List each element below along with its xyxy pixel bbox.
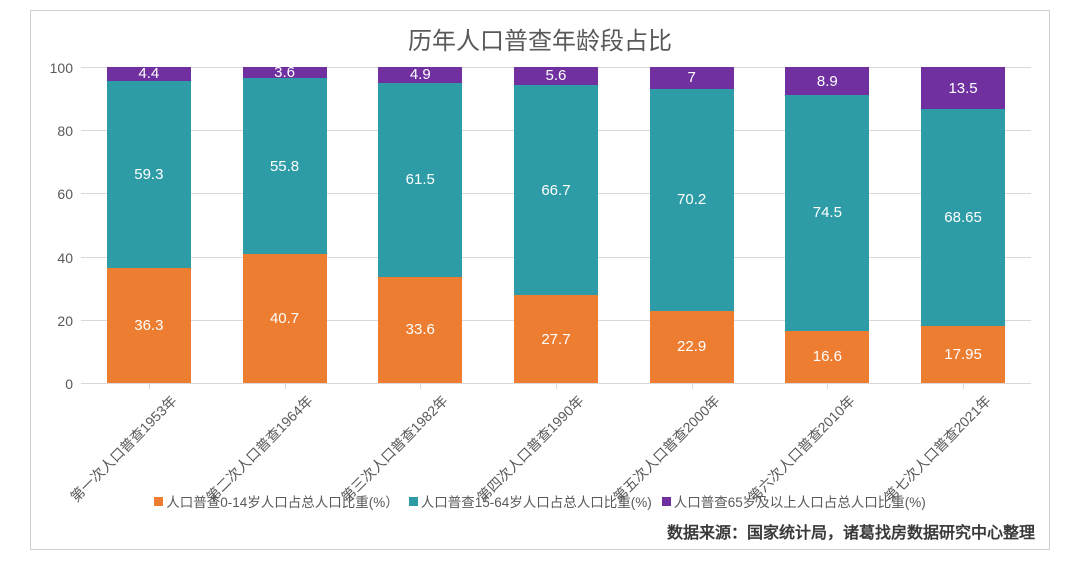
bar-segment-label: 74.5 <box>813 204 842 221</box>
x-tick <box>149 383 150 389</box>
bar-segment-label: 7 <box>687 69 695 86</box>
bar-segment: 16.6 <box>785 331 869 383</box>
bar-segment: 68.65 <box>921 109 1005 326</box>
legend-label: 人口普查0-14岁人口占总人口比重(%） <box>166 491 399 511</box>
y-tick-label: 80 <box>57 123 73 139</box>
bar-group: 17.95 68.65 13.5 <box>921 67 1005 383</box>
bar-segment-label: 61.5 <box>406 171 435 188</box>
bar-group: 33.6 61.5 4.9 <box>378 67 462 383</box>
y-tick-label: 20 <box>57 313 73 329</box>
bar-group: 16.6 74.5 8.9 <box>785 67 869 383</box>
y-tick-label: 100 <box>50 60 73 76</box>
y-tick-label: 40 <box>57 250 73 266</box>
y-tick-label: 0 <box>65 376 73 392</box>
bar-group: 27.7 66.7 5.6 <box>514 67 598 383</box>
bar-segment-label: 5.6 <box>546 67 567 84</box>
x-category-label: 第六次人口普查2010年 <box>744 391 859 506</box>
x-tick <box>285 383 286 389</box>
bar-group: 22.9 70.2 7 <box>650 67 734 383</box>
bar-segment-label: 3.6 <box>274 64 295 81</box>
bar-segment-label: 59.3 <box>134 166 163 183</box>
bar-segment-label: 4.9 <box>410 66 431 83</box>
census-age-stacked-bar-chart: 历年人口普查年龄段占比 0 20 40 60 80 100 36.3 59.3 4.4 40.7… <box>30 10 1050 550</box>
bar-segment-label: 8.9 <box>817 73 838 90</box>
bar-segment-label: 22.9 <box>677 338 706 355</box>
x-category-label: 第三次人口普查1982年 <box>337 391 452 506</box>
bar-segment-label: 66.7 <box>541 182 570 199</box>
legend-label: 人口普查65岁及以上人口占总人口比重(%) <box>674 491 926 511</box>
x-tick <box>556 383 557 389</box>
bar-segment: 5.6 <box>514 67 598 85</box>
x-tick <box>692 383 693 389</box>
x-category-label: 第一次人口普查1953年 <box>66 391 181 506</box>
bar-segment: 40.7 <box>243 254 327 383</box>
bar-segment-label: 68.65 <box>944 209 982 226</box>
x-tick <box>420 383 421 389</box>
legend-item: 人口普查65岁及以上人口占总人口比重(%) <box>662 491 926 511</box>
bar-segment-label: 4.4 <box>138 65 159 82</box>
bar-segment-label: 13.5 <box>948 80 977 97</box>
x-category-label: 第七次人口普查2021年 <box>880 391 995 506</box>
bar-segment: 59.3 <box>107 81 191 268</box>
bar-segment: 13.5 <box>921 67 1005 110</box>
bar-segment: 33.6 <box>378 277 462 383</box>
legend-swatch <box>154 497 163 506</box>
bar-segment: 17.95 <box>921 326 1005 383</box>
legend-label: 人口普查15-64岁人口占总人口比重(%) <box>421 491 652 511</box>
plot-area: 020406080100 36.359.34.440.755.83.633.66… <box>81 67 1031 383</box>
bar-segment: 36.3 <box>107 268 191 383</box>
bar-segment-label: 17.95 <box>944 346 982 363</box>
bar-segment-label: 70.2 <box>677 191 706 208</box>
bar-segment-label: 40.7 <box>270 310 299 327</box>
legend-swatch <box>409 497 418 506</box>
legend-item: 人口普查0-14岁人口占总人口比重(%） <box>154 491 399 511</box>
bar-segment-label: 16.6 <box>813 348 842 365</box>
legend: 人口普查0-14岁人口占总人口比重(%） 人口普查15-64岁人口占总人口比重(%… <box>31 491 1049 511</box>
source-attribution: 数据来源：国家统计局，诸葛找房数据研究中心整理 <box>667 519 1035 543</box>
x-tick <box>963 383 964 389</box>
x-category-label: 第五次人口普查2000年 <box>608 391 723 506</box>
bar-segment-label: 36.3 <box>134 317 163 334</box>
x-axis: 第一次人口普查1953年第二次人口普查1964年第三次人口普查1982年第四次人… <box>81 383 1031 503</box>
bar-segment: 8.9 <box>785 67 869 95</box>
legend-swatch <box>662 497 671 506</box>
bar-segment-label: 55.8 <box>270 158 299 175</box>
x-category-label: 第四次人口普查1990年 <box>473 391 588 506</box>
bar-segment: 70.2 <box>650 89 734 311</box>
legend-item: 人口普查15-64岁人口占总人口比重(%) <box>409 491 652 511</box>
bar-segment: 3.6 <box>243 67 327 78</box>
bar-segment: 4.9 <box>378 67 462 82</box>
bar-group: 36.3 59.3 4.4 <box>107 67 191 383</box>
bar-segment: 74.5 <box>785 95 869 330</box>
bar-segment: 66.7 <box>514 85 598 296</box>
y-tick-label: 60 <box>57 186 73 202</box>
bar-segment: 55.8 <box>243 78 327 254</box>
x-tick <box>827 383 828 389</box>
bars-row: 36.3 59.3 4.4 40.7 55.8 3.6 33.6 61.5 4.9 27.7 66.… <box>81 67 1031 383</box>
bar-segment: 22.9 <box>650 311 734 383</box>
chart-title: 历年人口普查年龄段占比 <box>31 11 1049 62</box>
bar-segment: 4.4 <box>107 67 191 81</box>
bar-segment: 61.5 <box>378 83 462 277</box>
bar-segment: 27.7 <box>514 295 598 383</box>
bar-segment-label: 33.6 <box>406 321 435 338</box>
bar-segment: 7 <box>650 67 734 89</box>
x-category-label: 第二次人口普查1964年 <box>201 391 316 506</box>
bar-segment-label: 27.7 <box>541 331 570 348</box>
bar-group: 40.7 55.8 3.6 <box>243 67 327 383</box>
